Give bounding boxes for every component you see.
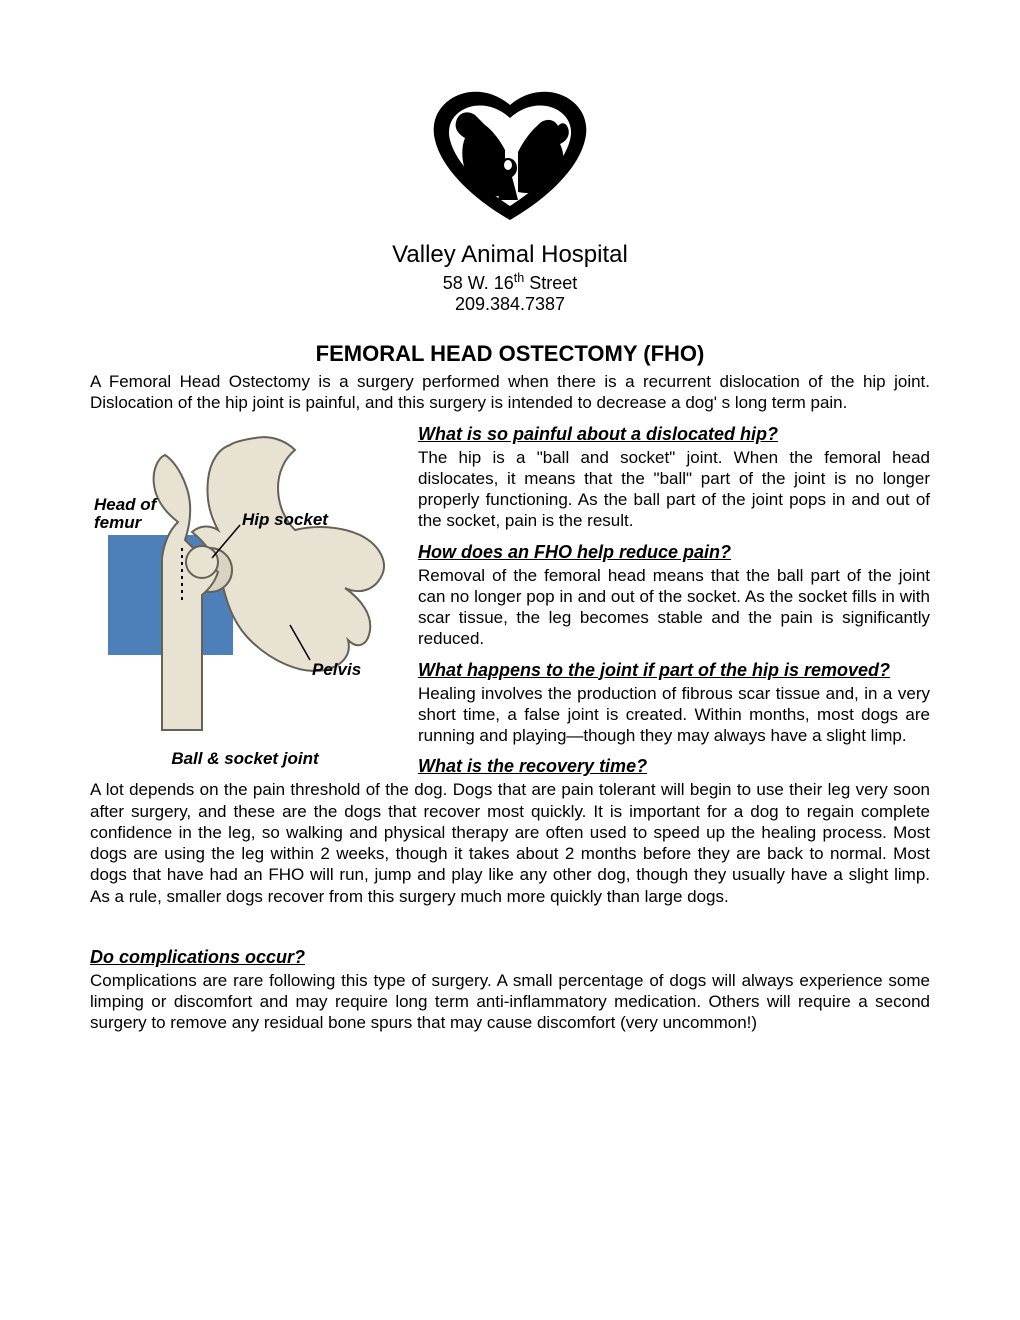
spacer bbox=[90, 917, 930, 937]
address-text-2: Street bbox=[524, 273, 577, 293]
diagram-caption: Ball & socket joint bbox=[90, 749, 400, 769]
section-heading: Do complications occur? bbox=[90, 947, 930, 968]
hip-joint-diagram-icon: Head of femur Hip socket Pelvis bbox=[90, 430, 400, 740]
label-head-of-femur-2: femur bbox=[94, 513, 143, 532]
hospital-name: Valley Animal Hospital bbox=[90, 241, 930, 269]
label-hip-socket: Hip socket bbox=[242, 510, 329, 529]
hip-diagram: Head of femur Hip socket Pelvis Ball & s… bbox=[90, 430, 400, 769]
hospital-address: 58 W. 16th Street bbox=[90, 271, 930, 294]
label-head-of-femur-1: Head of bbox=[94, 495, 159, 514]
section-body: A lot depends on the pain threshold of t… bbox=[90, 779, 930, 907]
hospital-phone: 209.384.7387 bbox=[90, 294, 930, 315]
section-body: Complications are rare following this ty… bbox=[90, 970, 930, 1034]
logo-block bbox=[90, 80, 930, 235]
vet-logo-icon bbox=[420, 80, 600, 230]
document-title: FEMORAL HEAD OSTECTOMY (FHO) bbox=[90, 341, 930, 367]
address-text-1: 58 W. 16 bbox=[443, 273, 514, 293]
address-ordinal: th bbox=[514, 271, 525, 285]
page: Valley Animal Hospital 58 W. 16th Street… bbox=[0, 0, 1020, 1320]
intro-paragraph: A Femoral Head Ostectomy is a surgery pe… bbox=[90, 371, 930, 414]
label-pelvis: Pelvis bbox=[312, 660, 361, 679]
